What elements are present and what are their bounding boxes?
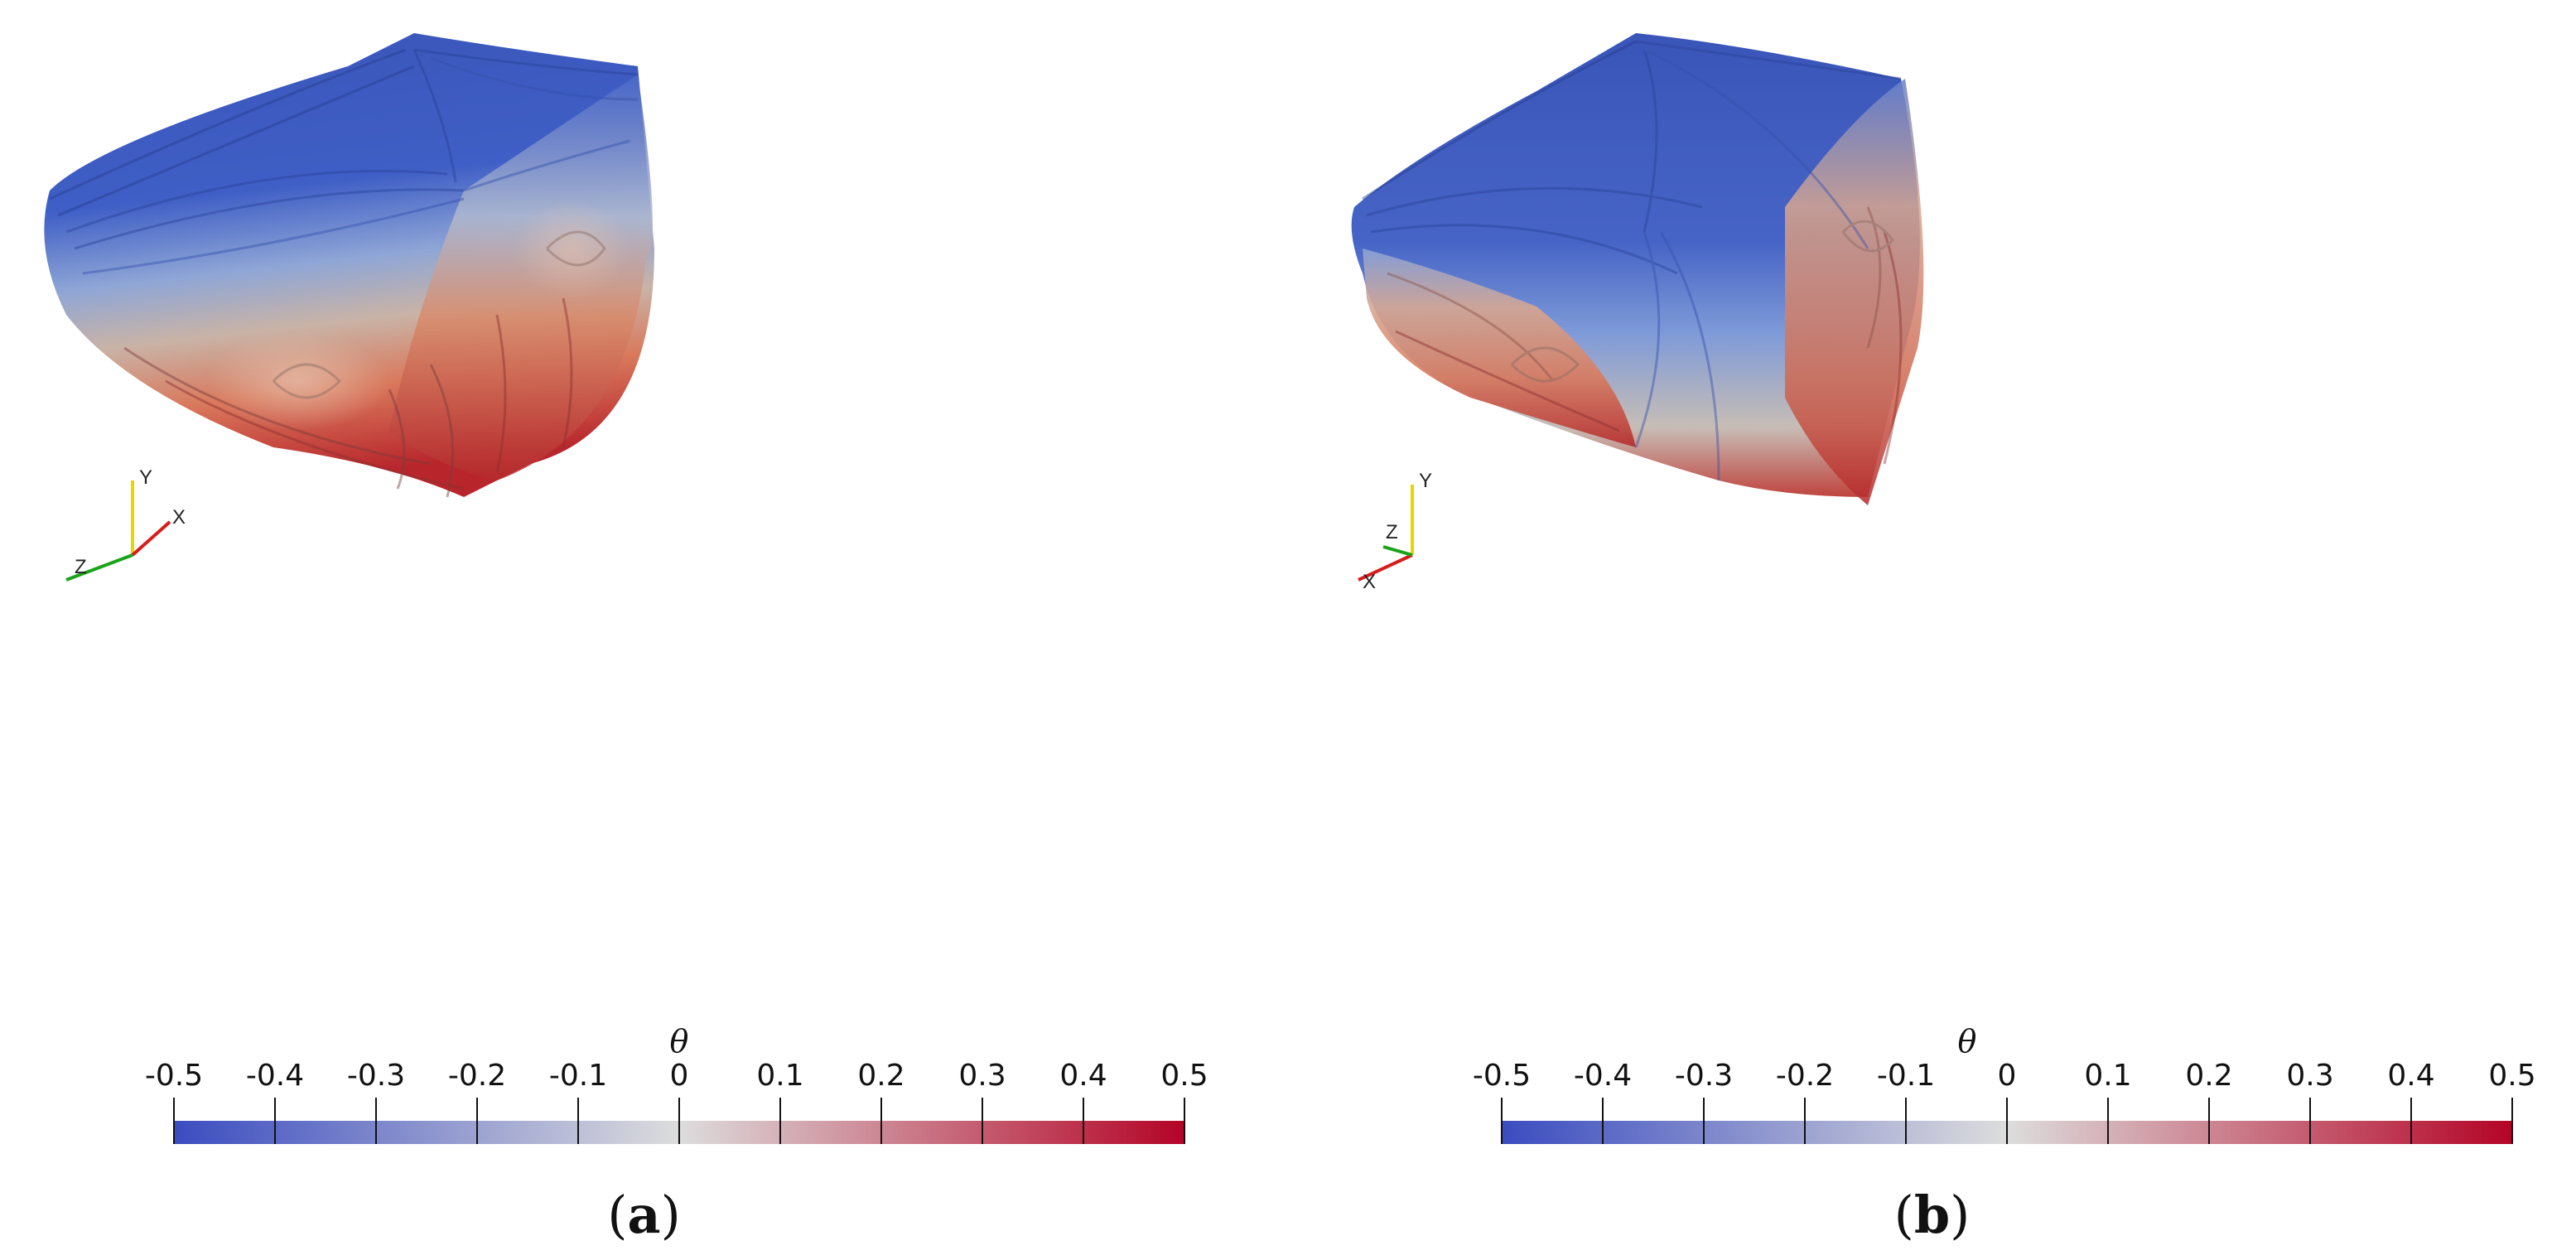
caption-letter: b (1913, 1185, 1951, 1245)
x-axis-line (1358, 553, 1413, 582)
colorbar-tick-label: 0.4 (2387, 1059, 2434, 1093)
colorbar-tick-label: 0.3 (2286, 1059, 2333, 1093)
caption-open-paren: ( (607, 1185, 628, 1245)
render-right-face-a (389, 75, 653, 480)
render-left-face-b (1363, 249, 1636, 447)
colorbar-tick-label: 0.5 (2488, 1059, 2535, 1093)
orientation-axes-b: Y X Z (1358, 470, 1432, 593)
x-axis-label: X (172, 506, 186, 529)
streamline-render-b (1351, 33, 1924, 505)
colorbar-tick-label: 0 (670, 1059, 689, 1093)
caption-open-paren: ( (1893, 1185, 1914, 1245)
z-axis-line (1382, 545, 1413, 557)
colorbar-tick-label: 0.3 (958, 1059, 1006, 1093)
colorbar-tick-label: -0.5 (1473, 1059, 1531, 1093)
colorbar-tick-label: -0.3 (347, 1059, 405, 1093)
caption-b: (b) (1288, 1185, 2576, 1245)
panel-b: Y X Z θ -0.5 -0.4 -0.3 -0.2 -0.1 0 0.1 0.2 0.3 0.… (1288, 0, 2576, 1260)
colorbar-a: θ -0.5 -0.4 -0.3 -0.2 -0.1 0 0.1 0.2 0.3 0.4 0.5 (145, 1023, 1208, 1144)
caption-close-paren: ) (1950, 1185, 1971, 1245)
x-axis-label: X (1363, 571, 1376, 593)
colorbar-tick-label: -0.5 (145, 1059, 203, 1093)
colorbar-title: θ (670, 1023, 689, 1060)
caption-letter: a (627, 1185, 661, 1245)
y-axis-label: Y (139, 466, 152, 489)
colorbar-tick-label: -0.2 (448, 1059, 506, 1093)
colorbar-tick-label: -0.4 (1574, 1059, 1632, 1093)
z-axis-line (65, 553, 133, 582)
colorbar-tick-label: -0.4 (246, 1059, 304, 1093)
render-right-face-b (1785, 79, 1924, 505)
caption-a: (a) (0, 1185, 1288, 1245)
colorbar-tick-label: 0.2 (2185, 1059, 2232, 1093)
orientation-axes-a: Y X Z (65, 466, 186, 582)
colorbar-tick-label: 0.1 (2084, 1059, 2131, 1093)
colorbar-tick-label: -0.3 (1675, 1059, 1733, 1093)
streamline-render-a (44, 33, 655, 498)
z-axis-label: Z (1386, 521, 1398, 543)
colorbar-title: θ (1958, 1023, 1977, 1060)
panel-a: Y X Z θ -0.5 -0.4 -0.3 -0.2 -0.1 0 0.1 0.2 0.3 0.… (0, 33, 1288, 1245)
colorbar-tick-label: 0.4 (1059, 1059, 1107, 1093)
z-axis-label: Z (75, 556, 87, 578)
colorbar-tick-label: 0.2 (857, 1059, 904, 1093)
caption-close-paren: ) (660, 1185, 681, 1245)
colorbar-tick-label: 0.1 (756, 1059, 803, 1093)
x-axis-line (131, 520, 171, 557)
colorbar-tick-label: -0.1 (549, 1059, 607, 1093)
colorbar-tick-label: 0 (1998, 1059, 2017, 1093)
colorbar-tick-label: 0.5 (1160, 1059, 1208, 1093)
y-axis-label: Y (1419, 470, 1432, 492)
colorbar-tick-label: -0.1 (1877, 1059, 1935, 1093)
colorbar-tick-label: -0.2 (1776, 1059, 1834, 1093)
colorbar-b: θ -0.5 -0.4 -0.3 -0.2 -0.1 0 0.1 0.2 0.3 0.4 0.5 (1473, 1023, 2536, 1144)
